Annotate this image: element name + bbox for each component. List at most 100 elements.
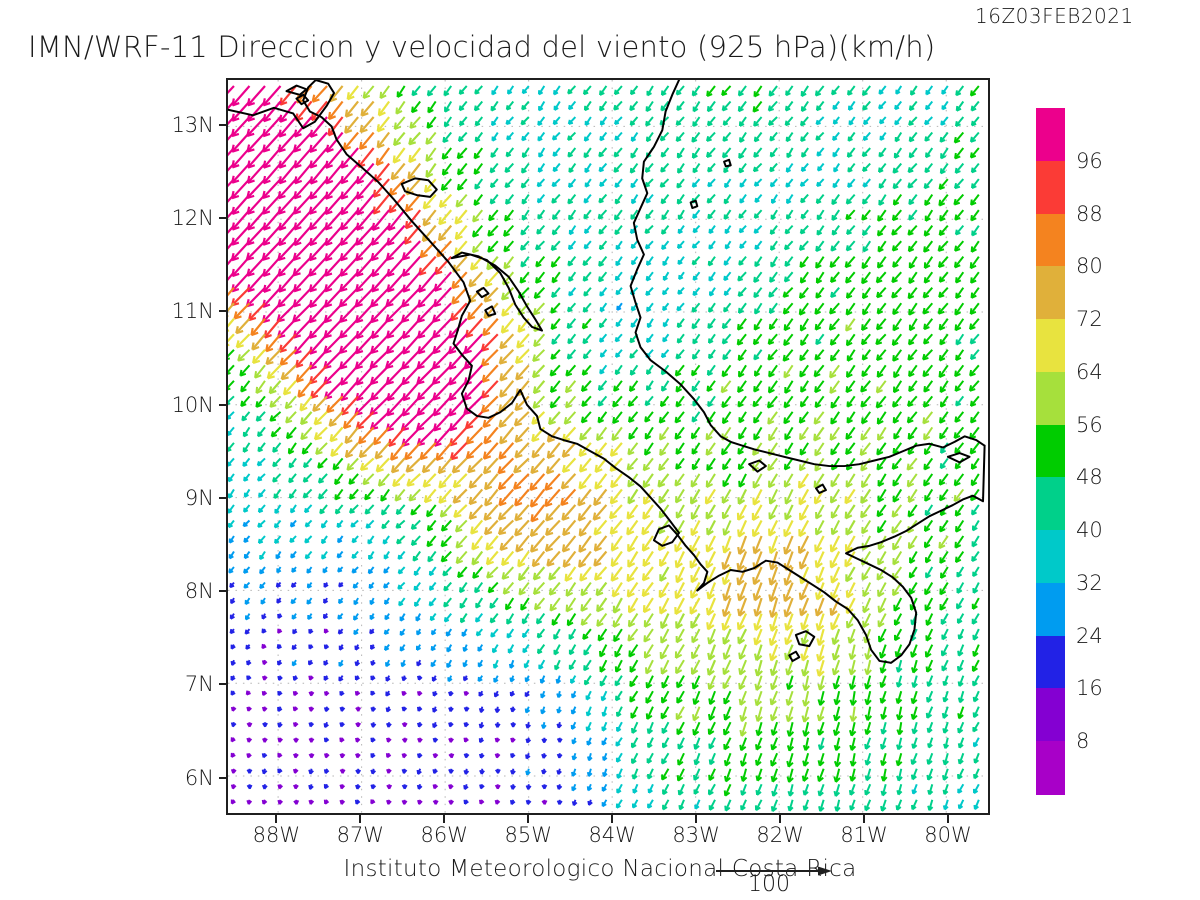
wind-arrow — [752, 162, 763, 173]
wind-arrow — [786, 194, 794, 205]
wind-arrow — [491, 131, 499, 142]
coastline-overlay — [228, 80, 986, 664]
wind-arrow — [584, 163, 592, 174]
wind-arrow — [645, 100, 654, 113]
wind-arrow — [895, 85, 903, 95]
wind-arrow — [970, 162, 980, 174]
wind-arrow — [908, 131, 918, 143]
wind-arrow — [379, 85, 390, 100]
wind-arrow — [831, 194, 840, 206]
coastline-path — [475, 286, 490, 299]
wind-arrow — [521, 85, 530, 95]
footer-credit: Instituto Meteorologico Nacional Costa R… — [343, 856, 857, 882]
map-plot-area — [226, 78, 990, 815]
wind-arrow — [537, 116, 546, 126]
wind-arrow — [878, 147, 887, 158]
wind-arrow — [228, 116, 235, 126]
longitude-tick-mark — [695, 815, 698, 823]
wind-arrow — [645, 131, 654, 143]
latitude-tick-label: 8N — [184, 579, 214, 604]
coastline-path — [696, 444, 986, 664]
wind-arrow — [425, 162, 437, 178]
wind-arrow — [879, 116, 887, 125]
longitude-tick-label: 87W — [336, 823, 385, 847]
coastline-path — [228, 80, 472, 332]
wind-arrow — [815, 131, 825, 141]
wind-arrow — [706, 193, 716, 204]
wind-arrow — [847, 85, 856, 96]
wind-arrow — [923, 178, 934, 190]
wind-arrow — [832, 178, 840, 189]
wind-arrow — [953, 131, 965, 144]
wind-arrow — [817, 162, 825, 172]
wind-arrow — [877, 162, 887, 173]
colorbar-band — [1036, 477, 1065, 531]
wind-arrow — [814, 85, 825, 97]
wind-arrow — [629, 100, 639, 112]
wind-arrow — [552, 116, 561, 126]
wind-arrow — [521, 100, 530, 111]
colorbar-band — [1036, 530, 1065, 584]
wind-arrow — [538, 147, 546, 158]
coastline-path — [400, 177, 438, 198]
wind-arrow — [583, 100, 592, 112]
wind-arrow — [723, 194, 732, 205]
wind-arrow — [954, 147, 965, 160]
wind-arrow — [614, 131, 623, 141]
wind-arrow — [845, 193, 856, 205]
longitude-tick-label: 80W — [924, 823, 972, 847]
wind-arrow — [583, 131, 592, 142]
colorbar-tick-label: 88 — [1076, 201, 1103, 226]
wind-arrow — [785, 178, 794, 188]
wind-arrow — [228, 193, 235, 203]
wind-arrow — [832, 100, 840, 111]
wind-arrow — [737, 100, 747, 113]
wind-arrow — [893, 147, 903, 159]
wind-arrow — [753, 116, 763, 127]
wind-arrow — [833, 163, 841, 173]
wind-arrow — [677, 163, 685, 174]
coastline-path — [689, 199, 699, 210]
wind-arrow — [753, 131, 763, 143]
wind-arrow — [939, 131, 949, 143]
wind-arrow — [660, 162, 670, 173]
wind-arrow — [457, 131, 468, 143]
wind-arrow — [228, 178, 235, 188]
wind-arrow — [629, 85, 639, 96]
wind-arrow — [892, 178, 903, 190]
wind-arrow — [344, 116, 359, 134]
colorbar-band — [1036, 319, 1065, 373]
wind-arrow — [311, 85, 328, 103]
longitude-tick-mark — [359, 815, 362, 823]
wind-arrow — [456, 147, 468, 160]
wind-arrow — [473, 194, 484, 206]
wind-arrow — [707, 178, 716, 188]
latitude-tick-mark — [219, 776, 227, 779]
wind-arrow — [970, 193, 980, 206]
wind-arrow — [925, 100, 934, 111]
wind-arrow — [536, 193, 546, 204]
wind-arrow — [426, 116, 437, 129]
longitude-tick-label: 83W — [672, 823, 720, 847]
colorbar-band — [1036, 213, 1065, 267]
wind-arrow — [907, 178, 918, 189]
wind-arrow — [706, 85, 716, 97]
wind-arrow — [801, 147, 809, 158]
wind-arrow — [676, 178, 685, 189]
wind-arrow — [753, 178, 763, 187]
wind-arrow — [862, 162, 871, 172]
wind-arrow — [660, 147, 670, 158]
wind-arrow — [228, 162, 235, 172]
wind-arrow — [924, 194, 934, 207]
coastline-path — [748, 459, 767, 473]
wind-arrow — [800, 193, 809, 204]
wind-arrow — [894, 131, 903, 143]
wind-arrow — [630, 147, 639, 159]
latitude-tick-label: 9N — [184, 485, 214, 510]
wind-arrow — [786, 147, 794, 159]
wind-arrow — [800, 100, 809, 113]
colorbar-band — [1036, 424, 1065, 478]
wind-arrow — [537, 131, 546, 142]
wind-arrow — [629, 162, 639, 174]
wind-arrow — [706, 100, 716, 113]
